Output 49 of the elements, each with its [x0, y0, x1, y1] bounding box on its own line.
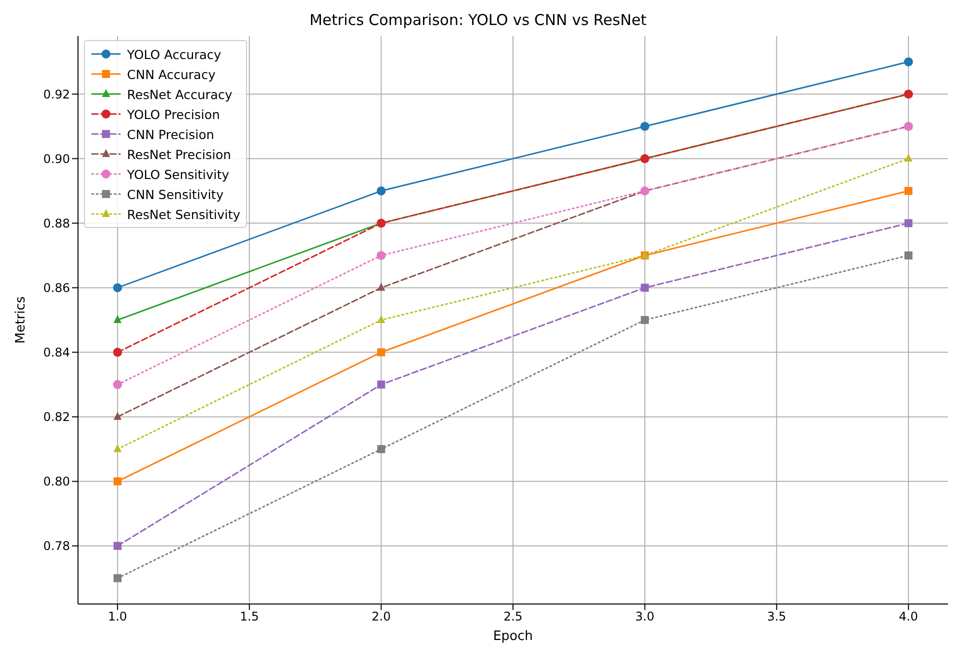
point: [114, 315, 122, 323]
point: [904, 186, 912, 195]
legend-label: CNN Precision: [127, 126, 214, 142]
y-axis-title: Metrics: [14, 296, 29, 344]
point: [114, 574, 122, 582]
y-tick-label: 0.88: [43, 216, 70, 230]
point: [113, 380, 122, 390]
x-tick-label: 1.0: [108, 610, 128, 624]
point: [640, 316, 649, 324]
point: [114, 444, 122, 452]
legend-label: ResNet Sensitivity: [127, 206, 240, 222]
legend-label: ResNet Accuracy: [127, 86, 232, 102]
legend-label: YOLO Sensitivity: [127, 166, 230, 182]
point: [377, 315, 386, 323]
legend-label: CNN Accuracy: [127, 66, 216, 82]
x-axis-title: Epoch: [493, 629, 533, 644]
legend-label: YOLO Precision: [127, 106, 220, 122]
point: [113, 348, 122, 357]
point: [377, 445, 386, 454]
x-tick-label: 3.0: [635, 610, 654, 624]
point: [114, 542, 122, 550]
y-tick-label: 0.84: [43, 346, 70, 360]
point: [904, 251, 912, 260]
point: [114, 477, 122, 486]
x-tick-label: 4.0: [898, 610, 918, 624]
point: [376, 186, 386, 196]
y-tick-label: 0.80: [43, 474, 70, 489]
y-tick-label: 0.86: [43, 280, 70, 295]
x-tick-label: 3.5: [767, 610, 786, 624]
point: [377, 348, 386, 356]
point: [640, 284, 649, 292]
y-tick-label: 0.78: [43, 539, 70, 554]
x-tick-label: 2.0: [372, 610, 391, 624]
x-tick-label: 2.5: [503, 610, 523, 624]
point: [113, 283, 122, 292]
legend-label: CNN Sensitivity: [127, 186, 224, 202]
x-tick-label: 1.5: [240, 610, 259, 624]
point: [640, 122, 650, 131]
legend-label: ResNet Precision: [127, 146, 232, 162]
point: [377, 380, 386, 389]
y-tick-label: 0.90: [43, 152, 70, 166]
point: [904, 219, 912, 228]
point: [376, 250, 386, 260]
y-tick-label: 0.82: [43, 410, 70, 424]
point: [904, 57, 913, 66]
y-tick-label: 0.92: [43, 87, 70, 102]
legend-label: YOLO Accuracy: [127, 46, 222, 62]
point: [904, 154, 912, 162]
chart-title: Metrics Comparison: YOLO vs CNN vs ResNet: [308, 10, 648, 31]
